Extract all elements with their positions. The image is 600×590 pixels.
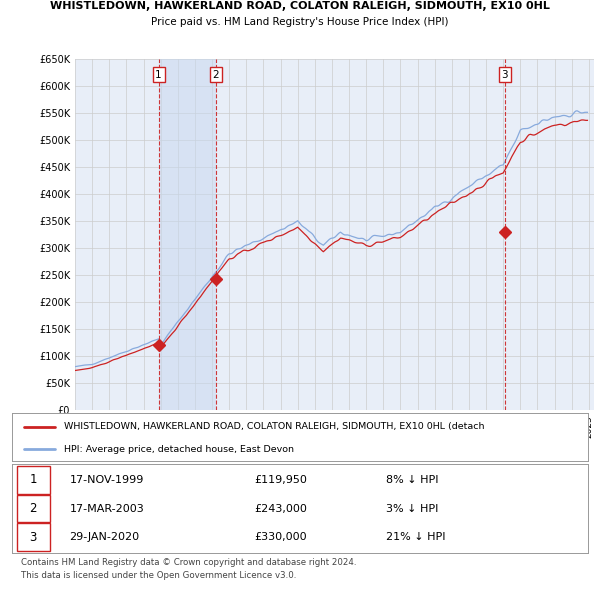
Text: Price paid vs. HM Land Registry's House Price Index (HPI): Price paid vs. HM Land Registry's House … <box>151 17 449 27</box>
Text: 2: 2 <box>29 502 37 515</box>
Text: £330,000: £330,000 <box>254 532 307 542</box>
Bar <box>158 59 215 410</box>
Text: £243,000: £243,000 <box>254 504 307 513</box>
FancyBboxPatch shape <box>17 494 50 523</box>
FancyBboxPatch shape <box>17 523 50 551</box>
Text: 17-MAR-2003: 17-MAR-2003 <box>70 504 145 513</box>
Text: £119,950: £119,950 <box>254 475 307 485</box>
Text: 29-JAN-2020: 29-JAN-2020 <box>70 532 140 542</box>
Text: 8% ↓ HPI: 8% ↓ HPI <box>386 475 439 485</box>
Text: 17-NOV-1999: 17-NOV-1999 <box>70 475 144 485</box>
Text: 3: 3 <box>29 531 37 544</box>
Text: WHISTLEDOWN, HAWKERLAND ROAD, COLATON RALEIGH, SIDMOUTH, EX10 0HL: WHISTLEDOWN, HAWKERLAND ROAD, COLATON RA… <box>50 1 550 11</box>
Text: 1: 1 <box>29 473 37 486</box>
Text: 3% ↓ HPI: 3% ↓ HPI <box>386 504 439 513</box>
FancyBboxPatch shape <box>17 466 50 494</box>
Text: This data is licensed under the Open Government Licence v3.0.: This data is licensed under the Open Gov… <box>21 571 296 579</box>
Text: Contains HM Land Registry data © Crown copyright and database right 2024.: Contains HM Land Registry data © Crown c… <box>21 558 356 566</box>
Text: HPI: Average price, detached house, East Devon: HPI: Average price, detached house, East… <box>64 445 294 454</box>
Text: 21% ↓ HPI: 21% ↓ HPI <box>386 532 446 542</box>
Text: 1: 1 <box>155 70 162 80</box>
Text: WHISTLEDOWN, HAWKERLAND ROAD, COLATON RALEIGH, SIDMOUTH, EX10 0HL (detach: WHISTLEDOWN, HAWKERLAND ROAD, COLATON RA… <box>64 422 484 431</box>
Text: 3: 3 <box>501 70 508 80</box>
Text: 2: 2 <box>212 70 219 80</box>
